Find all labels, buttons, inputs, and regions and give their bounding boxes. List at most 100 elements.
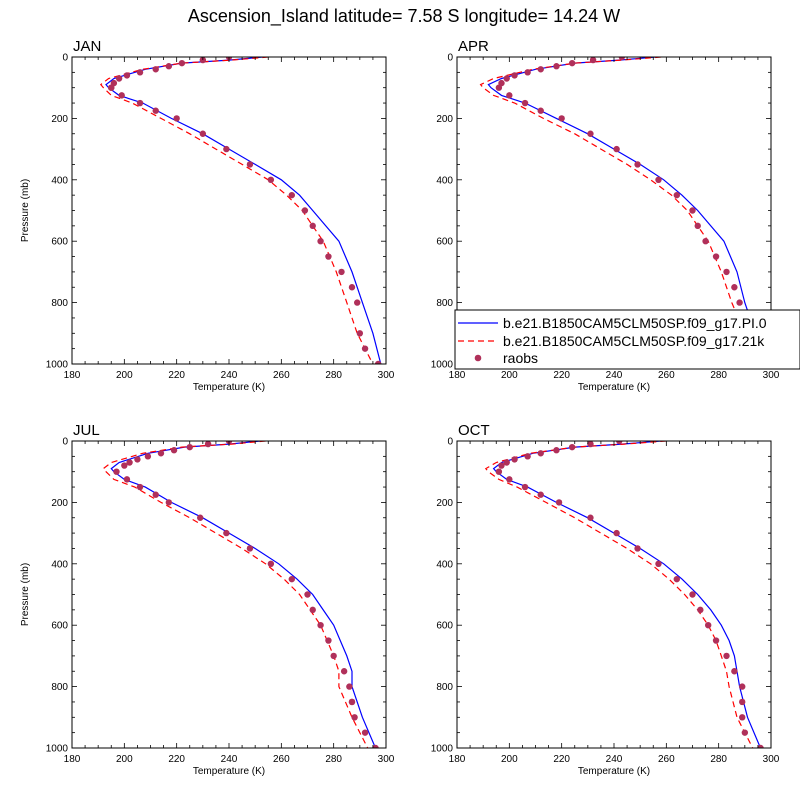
x-tick-label: 280 — [710, 754, 727, 765]
y-tick-label: 1000 — [46, 360, 69, 371]
raobs-point — [558, 115, 565, 122]
x-tick-label: 240 — [221, 754, 238, 765]
raobs-point — [197, 514, 204, 521]
legend-entry-label: b.e21.B1850CAM5CLM50SP.f09_g17.PI.0 — [503, 315, 767, 331]
x-tick-label: 280 — [710, 370, 727, 381]
panel-jan: 180 200 220 240 260 280 300 0 200 400 600 800 1000 JA… — [20, 38, 395, 393]
raobs-point — [267, 176, 275, 183]
x-tick-label: 260 — [658, 754, 675, 765]
raobs-point — [199, 130, 207, 137]
raobs-point — [506, 476, 513, 483]
raobs-point — [616, 441, 623, 445]
raobs-point — [165, 499, 173, 506]
raobs-point — [126, 459, 133, 466]
series-line-pi — [487, 57, 769, 364]
raobs-point — [325, 637, 332, 644]
raobs-point — [165, 63, 173, 70]
series-line-21k — [102, 441, 369, 748]
x-tick-label: 300 — [378, 370, 395, 381]
raobs-point — [495, 468, 503, 475]
raobs-point — [537, 450, 544, 457]
y-tick-label: 800 — [51, 682, 68, 693]
raobs-point — [134, 456, 141, 463]
x-tick-label: 200 — [116, 754, 133, 765]
x-tick-label: 180 — [449, 754, 466, 765]
raobs-point — [361, 345, 369, 352]
figure-title: Ascension_Island latitude= 7.58 S longit… — [188, 6, 620, 27]
raobs-point — [618, 57, 626, 61]
raobs-point — [317, 622, 324, 629]
raobs-point — [689, 207, 696, 214]
raobs-point — [338, 268, 345, 276]
x-tick-label: 300 — [763, 370, 780, 381]
panel-title: OCT — [458, 422, 490, 439]
y-tick-label: 200 — [51, 498, 68, 509]
raobs-point — [144, 453, 152, 460]
raobs-point — [304, 591, 311, 598]
raobs-point — [731, 284, 738, 291]
y-tick-label: 200 — [436, 498, 453, 509]
raobs-point — [723, 652, 730, 660]
raobs-point — [374, 360, 382, 364]
raobs-point — [330, 652, 337, 660]
raobs-point — [498, 462, 505, 469]
raobs-point — [739, 714, 746, 721]
raobs-point — [354, 299, 361, 306]
raobs-point — [506, 92, 513, 99]
raobs-point — [118, 92, 125, 99]
y-tick-label: 0 — [62, 53, 68, 64]
x-tick-label: 180 — [64, 754, 81, 765]
y-tick-label: 1000 — [46, 744, 69, 755]
y-axis-label: Pressure (mb) — [20, 563, 31, 626]
x-tick-label: 180 — [449, 370, 466, 381]
raobs-point — [170, 447, 178, 454]
raobs-point — [503, 75, 510, 82]
raobs-point — [555, 499, 563, 506]
raobs-point — [568, 59, 576, 67]
raobs-point — [589, 57, 597, 64]
raobs-point — [356, 330, 364, 337]
y-tick-label: 400 — [51, 559, 68, 570]
raobs-point — [186, 443, 193, 451]
panel-jul: 180 200 220 240 260 280 300 0 200 400 600 800 1000 JU… — [20, 422, 395, 777]
plot-area — [99, 57, 382, 364]
y-tick-label: 400 — [436, 175, 453, 186]
raobs-point — [309, 222, 316, 230]
x-tick-label: 300 — [378, 754, 395, 765]
raobs-point — [739, 698, 746, 706]
raobs-point — [348, 698, 356, 706]
x-tick-label: 280 — [325, 370, 342, 381]
y-axis-label: Pressure (mb) — [20, 179, 31, 242]
raobs-point — [152, 491, 159, 498]
x-axis-label: Temperature (K) — [578, 766, 650, 777]
x-tick-label: 260 — [273, 754, 290, 765]
raobs-point — [697, 606, 704, 614]
raobs-point — [587, 441, 594, 448]
raobs-point — [655, 560, 662, 567]
raobs-point — [288, 575, 295, 583]
x-tick-label: 260 — [273, 370, 290, 381]
raobs-point — [267, 560, 275, 567]
raobs-point — [223, 145, 230, 153]
raobs-point — [741, 729, 749, 736]
x-tick-label: 200 — [501, 754, 518, 765]
raobs-point — [587, 130, 594, 137]
raobs-point — [113, 468, 120, 475]
panel-title: JAN — [73, 38, 101, 55]
y-tick-label: 600 — [436, 621, 453, 632]
raobs-point — [317, 238, 324, 245]
raobs-point — [673, 575, 680, 583]
raobs-point — [372, 744, 379, 748]
raobs-point — [537, 66, 544, 73]
plot-area — [102, 441, 379, 748]
raobs-point — [246, 161, 254, 168]
y-tick-label: 400 — [51, 175, 68, 186]
raobs-point — [634, 545, 641, 552]
raobs-point — [673, 191, 680, 199]
y-tick-label: 600 — [51, 621, 68, 632]
raobs-point — [136, 483, 144, 491]
x-tick-label: 220 — [168, 754, 185, 765]
y-tick-label: 800 — [436, 298, 453, 309]
